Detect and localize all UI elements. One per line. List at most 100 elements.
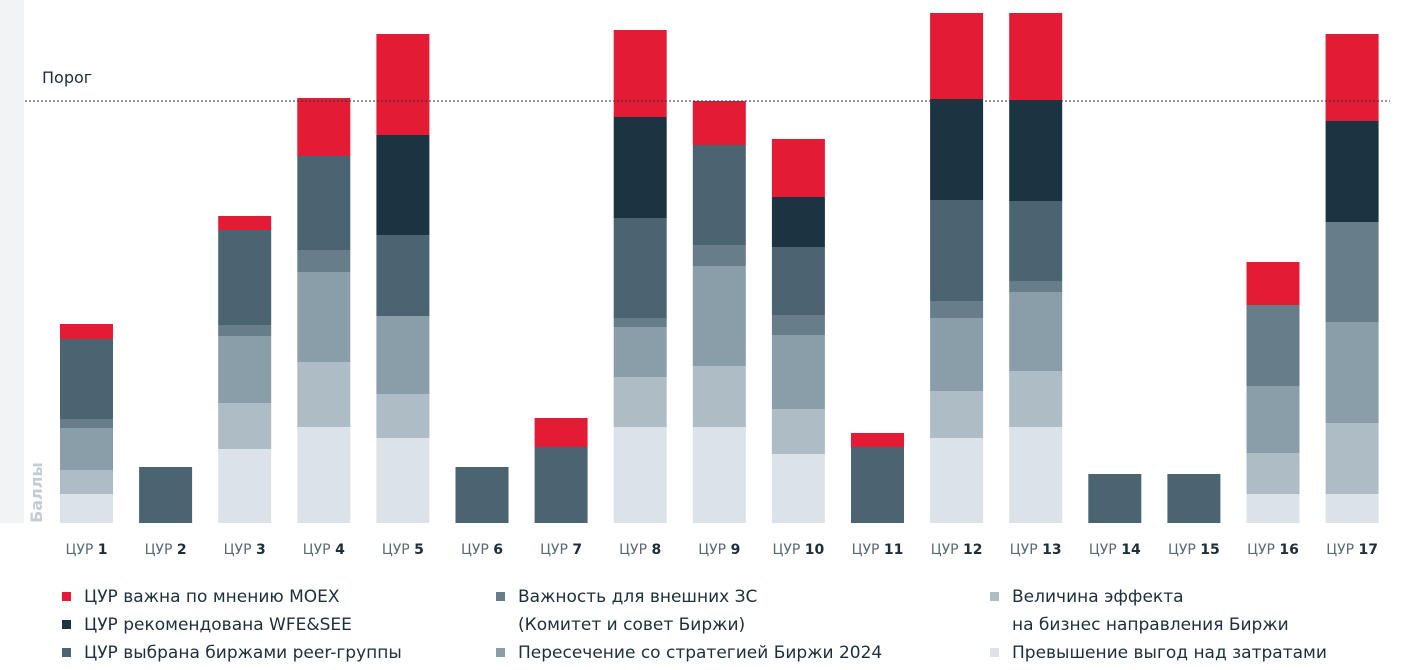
- legend-label: Пересечение со стратегией Биржи 2024: [518, 643, 883, 663]
- category-number: 7: [572, 542, 582, 558]
- bar-segment: [297, 98, 351, 156]
- bar-segment: [534, 447, 588, 523]
- legend-marker: [990, 592, 999, 601]
- category-number: 3: [256, 542, 266, 558]
- category-number: 17: [1359, 542, 1378, 558]
- bar-segment: [692, 101, 746, 145]
- bar-segment: [692, 366, 746, 427]
- bar-segment: [1246, 262, 1300, 305]
- bar-segment: [613, 218, 667, 318]
- x-tick-label: ЦУР 10: [773, 542, 825, 558]
- legend-item: ЦУР важна по мнению MOEX: [62, 583, 340, 611]
- bar-segment: [1246, 453, 1300, 494]
- category-prefix: ЦУР: [224, 542, 252, 558]
- bar-segment: [771, 139, 825, 197]
- bar-segment: [534, 418, 588, 447]
- bar-segment: [692, 427, 746, 523]
- category-prefix: ЦУР: [540, 542, 568, 558]
- x-tick-label: ЦУР 17: [1326, 542, 1378, 558]
- category-number: 1: [98, 542, 108, 558]
- bar-segment: [218, 336, 272, 403]
- legend-item: Пересечение со стратегией Биржи 2024: [496, 639, 882, 667]
- bar-segment: [1325, 423, 1379, 494]
- bar-segment: [613, 427, 667, 523]
- bar-segment: [1325, 222, 1379, 322]
- category-number: 14: [1121, 542, 1141, 558]
- legend-marker: [496, 592, 505, 601]
- bar-segment: [613, 30, 667, 117]
- category-prefix: ЦУР: [773, 542, 801, 558]
- x-tick-label: ЦУР 9: [698, 542, 740, 558]
- x-tick-label: ЦУР 8: [619, 542, 661, 558]
- bar-segment: [376, 34, 430, 135]
- bar-segment: [1325, 322, 1379, 423]
- y-axis-label: Баллы: [27, 462, 46, 523]
- category-prefix: ЦУР: [1010, 542, 1038, 558]
- legend-marker: [62, 592, 71, 601]
- bar-segment: [376, 135, 430, 235]
- legend-item: Важность для внешних ЗС (Комитет и совет…: [496, 583, 757, 639]
- x-tick-label: ЦУР 16: [1247, 542, 1299, 558]
- bar-segment: [60, 470, 113, 494]
- bar-segment: [297, 250, 351, 272]
- legend-label: ЦУР важна по мнению MOEX: [84, 587, 340, 607]
- category-prefix: ЦУР: [619, 542, 647, 558]
- bar-segment: [692, 145, 746, 245]
- category-prefix: ЦУР: [698, 542, 726, 558]
- bar-segment: [692, 245, 746, 266]
- category-number: 12: [963, 542, 982, 558]
- bar-segment: [455, 467, 509, 523]
- bar-segment: [60, 324, 113, 339]
- bar-segment: [692, 266, 746, 366]
- x-tick-label: ЦУР 12: [931, 542, 983, 558]
- bar-segment: [613, 377, 667, 427]
- bar-segment: [930, 13, 984, 99]
- category-number: 16: [1279, 542, 1298, 558]
- bar-segment: [1009, 100, 1063, 201]
- bar-segment: [851, 433, 904, 447]
- bar-segment: [613, 117, 667, 218]
- x-tick-label: ЦУР 5: [382, 542, 424, 558]
- side-strip: [0, 0, 24, 523]
- bar-segment: [60, 494, 113, 523]
- bar-segment: [930, 99, 984, 200]
- legend-item: Превышение выгод над затратами: [990, 639, 1327, 667]
- category-number: 13: [1042, 542, 1061, 558]
- bar-segment: [1088, 474, 1142, 523]
- bar-segment: [218, 449, 272, 523]
- x-tick-label: ЦУР 4: [303, 542, 345, 558]
- bar-segment: [297, 272, 351, 362]
- category-number: 5: [414, 542, 424, 558]
- category-prefix: ЦУР: [461, 542, 489, 558]
- bar-segment: [218, 216, 272, 230]
- legend-marker: [62, 648, 71, 657]
- bar-segment: [930, 318, 984, 391]
- bar-segment: [1009, 13, 1063, 100]
- legend-label: Величина эффекта на бизнес направления Б…: [1012, 587, 1289, 635]
- bar-segment: [771, 335, 825, 409]
- category-prefix: ЦУР: [303, 542, 331, 558]
- x-tick-label: ЦУР 13: [1010, 542, 1062, 558]
- bar-segment: [376, 394, 430, 438]
- bar-segment: [1009, 427, 1063, 523]
- bar-segment: [1246, 305, 1300, 386]
- bar-segment: [218, 403, 272, 449]
- category-number: 11: [884, 542, 903, 558]
- x-tick-label: ЦУР 7: [540, 542, 582, 558]
- bar-segment: [771, 409, 825, 454]
- bar-segment: [376, 316, 430, 394]
- category-number: 2: [177, 542, 187, 558]
- legend-marker: [990, 648, 999, 657]
- bar-segment: [930, 301, 984, 318]
- category-prefix: ЦУР: [1326, 542, 1354, 558]
- legend-label: Превышение выгод над затратами: [1012, 643, 1327, 663]
- bar-segment: [1325, 121, 1379, 222]
- bar-segment: [930, 200, 984, 301]
- legend-marker: [62, 620, 71, 629]
- bar-segment: [1009, 371, 1063, 427]
- bar-segment: [1009, 292, 1063, 371]
- bar-segment: [218, 230, 272, 325]
- bar-segment: [771, 247, 825, 315]
- category-prefix: ЦУР: [931, 542, 959, 558]
